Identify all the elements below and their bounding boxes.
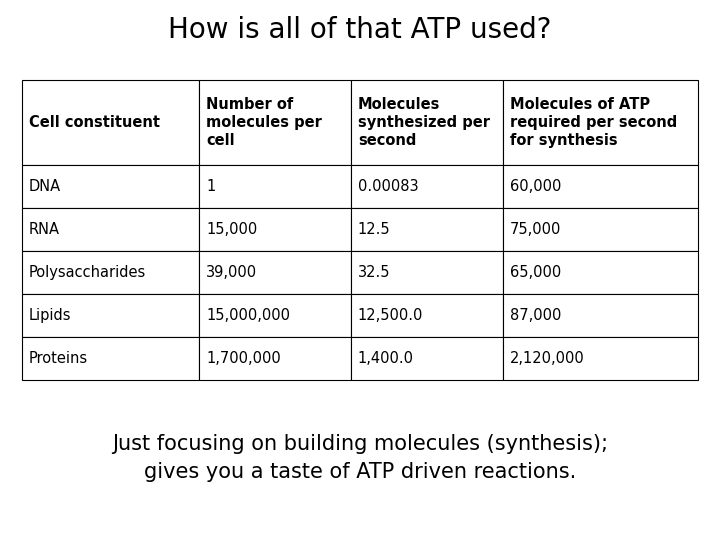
Bar [503, 251, 698, 294]
Bar [351, 165, 503, 208]
Text: 65,000: 65,000 [510, 265, 561, 280]
Text: 1,700,000: 1,700,000 [206, 351, 281, 366]
Bar [199, 251, 351, 294]
Text: 1: 1 [206, 179, 215, 194]
Bar [351, 208, 503, 251]
Text: 1,400.0: 1,400.0 [358, 351, 414, 366]
Bar [22, 208, 199, 251]
Bar [503, 337, 698, 380]
Bar [351, 337, 503, 380]
Bar [199, 337, 351, 380]
Bar [351, 80, 503, 165]
Bar [22, 251, 199, 294]
Text: Molecules of ATP
required per second
for synthesis: Molecules of ATP required per second for… [510, 97, 677, 148]
Text: 15,000: 15,000 [206, 222, 258, 237]
Text: Proteins: Proteins [29, 351, 88, 366]
Text: 75,000: 75,000 [510, 222, 561, 237]
Text: How is all of that ATP used?: How is all of that ATP used? [168, 16, 552, 44]
Text: Number of
molecules per
cell: Number of molecules per cell [206, 97, 322, 148]
Bar [503, 165, 698, 208]
Text: Molecules
synthesized per
second: Molecules synthesized per second [358, 97, 490, 148]
Bar [199, 208, 351, 251]
Bar [351, 251, 503, 294]
Text: 39,000: 39,000 [206, 265, 257, 280]
Bar [199, 294, 351, 337]
Text: Lipids: Lipids [29, 308, 71, 323]
Bar [199, 165, 351, 208]
Text: 12.5: 12.5 [358, 222, 390, 237]
Text: DNA: DNA [29, 179, 61, 194]
Bar [503, 208, 698, 251]
Bar [503, 294, 698, 337]
Text: Cell constituent: Cell constituent [29, 115, 160, 130]
Text: 15,000,000: 15,000,000 [206, 308, 290, 323]
Text: Polysaccharides: Polysaccharides [29, 265, 146, 280]
Bar [22, 80, 199, 165]
Text: 0.00083: 0.00083 [358, 179, 418, 194]
Bar [199, 80, 351, 165]
Bar [22, 337, 199, 380]
Text: 12,500.0: 12,500.0 [358, 308, 423, 323]
Text: 32.5: 32.5 [358, 265, 390, 280]
Text: 60,000: 60,000 [510, 179, 561, 194]
Text: 2,120,000: 2,120,000 [510, 351, 585, 366]
Bar [22, 165, 199, 208]
Bar [503, 80, 698, 165]
Bar [351, 294, 503, 337]
Text: Just focusing on building molecules (synthesis);
gives you a taste of ATP driven: Just focusing on building molecules (syn… [112, 434, 608, 482]
Text: RNA: RNA [29, 222, 60, 237]
Bar [22, 294, 199, 337]
Text: 87,000: 87,000 [510, 308, 561, 323]
